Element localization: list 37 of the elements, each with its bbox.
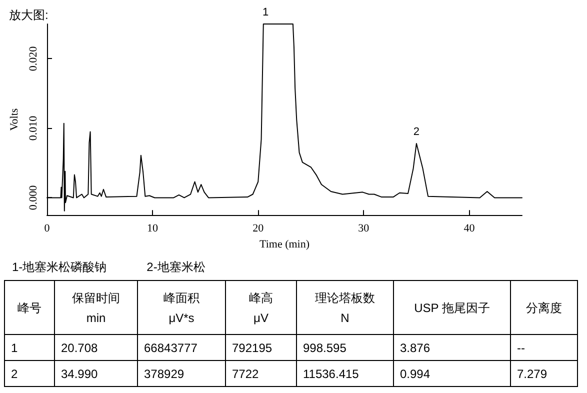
- text: 1-地塞米松磷酸钠: [12, 259, 107, 276]
- text: 理论塔板数 N: [296, 280, 394, 334]
- text: --: [510, 334, 578, 360]
- text: 20.708: [54, 334, 138, 360]
- text: 998.595: [296, 334, 394, 360]
- text: 分离度: [510, 280, 578, 334]
- text: 2-地塞米松: [146, 259, 206, 276]
- y-tick-label: 0.000: [28, 184, 40, 210]
- y-tick-label: 0.020: [28, 46, 40, 72]
- line-series: [46, 24, 522, 212]
- x-tick-label: 10: [147, 222, 159, 235]
- text: 峰高 μV: [226, 280, 296, 334]
- x-tick-label: 40: [464, 222, 476, 235]
- text: 峰面积 μV*s: [138, 280, 226, 334]
- chart-title: 放大图:: [9, 8, 48, 22]
- text: 7.279: [510, 360, 578, 386]
- x-axis-title: Time (min): [259, 238, 310, 250]
- text: 2: [4, 360, 54, 386]
- text: 1: [4, 334, 54, 360]
- text: 0.994: [394, 360, 510, 386]
- text: 7722: [226, 360, 296, 386]
- text: 34.990: [54, 360, 138, 386]
- text: 792195: [226, 334, 296, 360]
- text: 保留时间 min: [54, 280, 138, 334]
- text: 峰号: [4, 280, 54, 334]
- text: 378929: [138, 360, 226, 386]
- y-axis-title: Volts: [8, 108, 21, 131]
- x-tick-label: 30: [358, 222, 370, 235]
- text: 11536.415: [296, 360, 394, 386]
- y-tick-label: 0.010: [28, 115, 40, 141]
- text: USP 拖尾因子: [394, 280, 510, 334]
- text: 3.876: [394, 334, 510, 360]
- annotation: 1: [262, 6, 269, 18]
- x-tick-label: 20: [252, 222, 264, 235]
- x-tick-label: 0: [44, 222, 50, 235]
- text: 66843777: [138, 334, 226, 360]
- annotation: 2: [413, 126, 420, 138]
